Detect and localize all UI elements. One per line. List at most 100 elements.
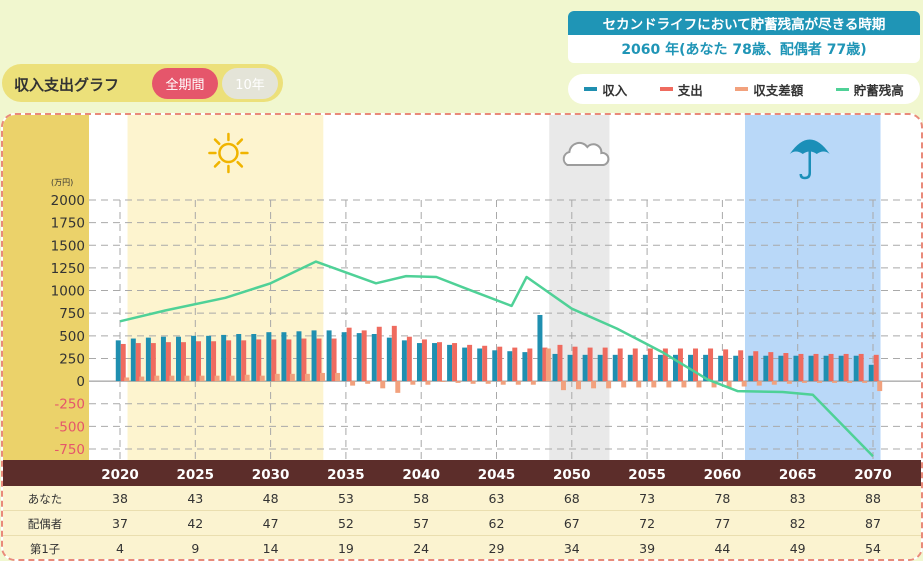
bar-balance xyxy=(365,381,371,384)
y-tick-label: -500 xyxy=(54,419,85,435)
bar-income xyxy=(612,354,618,382)
bar-balance xyxy=(259,375,265,382)
bar-balance xyxy=(696,381,702,388)
bar-balance xyxy=(560,381,566,391)
table-cell: 9 xyxy=(191,541,199,556)
bar-expense xyxy=(226,340,232,382)
table-cell: 72 xyxy=(639,516,655,531)
bar-income xyxy=(507,351,513,382)
bar-expense xyxy=(723,349,729,382)
bar-income xyxy=(341,332,347,382)
bar-expense xyxy=(120,343,126,382)
bar-balance xyxy=(771,381,777,385)
bar-balance xyxy=(229,375,235,382)
bar-balance xyxy=(335,372,341,382)
bar-income xyxy=(808,355,814,382)
legend-label-income: 収入 xyxy=(602,82,628,98)
bar-balance xyxy=(666,381,672,388)
bar-expense xyxy=(527,348,533,382)
table-cell: 14 xyxy=(263,541,279,556)
bar-balance xyxy=(199,375,205,382)
bar-income xyxy=(703,354,709,382)
bar-income xyxy=(266,332,272,382)
table-cell: 19 xyxy=(338,541,354,556)
table-cell: 4 xyxy=(116,541,124,556)
y-tick-label: 750 xyxy=(59,306,85,322)
sun-ray xyxy=(213,138,221,146)
legend-label-savings: 貯蓄残高 xyxy=(853,82,904,98)
bar-expense xyxy=(677,348,683,382)
period-band-1 xyxy=(127,115,324,460)
bar-income xyxy=(281,332,287,382)
x-tick-label: 2040 xyxy=(402,467,440,483)
table-cell: 62 xyxy=(489,516,505,531)
bar-balance xyxy=(816,381,822,383)
y-tick-label: 250 xyxy=(59,351,85,367)
expense-swatch xyxy=(659,87,673,91)
bar-income xyxy=(477,348,483,382)
bar-expense xyxy=(512,347,518,382)
bar-expense xyxy=(241,340,247,382)
bar-income xyxy=(582,354,588,382)
table-cell: 38 xyxy=(112,491,128,506)
bar-income xyxy=(793,355,799,382)
bar-expense xyxy=(813,353,819,382)
bar-income xyxy=(432,343,438,382)
x-tick-label: 2060 xyxy=(704,467,742,483)
umbrella-canopy xyxy=(789,139,830,154)
bar-expense xyxy=(602,347,608,382)
table-cell: 52 xyxy=(338,516,354,531)
bar-balance xyxy=(395,381,401,393)
bar-balance xyxy=(636,381,642,388)
bar-balance xyxy=(154,375,160,382)
table-cell: 29 xyxy=(489,541,505,556)
y-tick-label: 1500 xyxy=(51,238,85,254)
bar-income xyxy=(552,353,558,382)
bar-balance xyxy=(500,381,506,385)
bar-balance xyxy=(545,348,551,382)
table-cell: 34 xyxy=(564,541,580,556)
bar-balance xyxy=(244,374,250,382)
x-tick-label: 2045 xyxy=(478,467,516,483)
bar-expense xyxy=(406,336,412,382)
tab-10-years[interactable]: 10年 xyxy=(222,68,278,99)
bar-balance xyxy=(350,381,356,386)
table-cell: 47 xyxy=(263,516,279,531)
bar-expense xyxy=(662,348,668,382)
bar-expense xyxy=(557,344,563,382)
bar-expense xyxy=(693,348,698,382)
bar-income xyxy=(160,336,166,382)
bar-expense xyxy=(647,348,653,382)
bar-balance xyxy=(741,381,747,387)
bar-income xyxy=(206,335,212,382)
bar-expense xyxy=(497,346,503,382)
bar-income xyxy=(251,334,257,382)
bar-expense xyxy=(437,342,442,382)
bar-income xyxy=(176,336,181,382)
table-cell: 88 xyxy=(865,491,881,506)
bar-balance xyxy=(862,381,868,383)
income-swatch xyxy=(584,87,598,91)
table-row xyxy=(3,511,921,536)
bar-income xyxy=(672,354,678,382)
savings-line xyxy=(119,260,874,458)
x-axis-bar xyxy=(3,460,921,486)
tab-all-period[interactable]: 全期間 xyxy=(152,68,218,99)
bar-balance xyxy=(425,381,431,385)
bar-balance xyxy=(470,381,476,384)
y-tick-label: 0 xyxy=(76,374,85,390)
bar-income xyxy=(642,354,648,382)
bar-income xyxy=(221,334,227,382)
bar-expense xyxy=(421,339,427,382)
table-cell: 87 xyxy=(865,516,881,531)
table-cell: 58 xyxy=(413,491,429,506)
bar-expense xyxy=(376,326,382,382)
y-tick-label: 2000 xyxy=(51,193,85,209)
bar-expense xyxy=(587,347,593,382)
bar-income xyxy=(326,330,332,382)
table-row xyxy=(3,486,921,511)
bar-expense xyxy=(873,354,879,382)
table-cell: 82 xyxy=(790,516,806,531)
bar-balance xyxy=(651,381,657,388)
bar-income xyxy=(718,355,724,382)
